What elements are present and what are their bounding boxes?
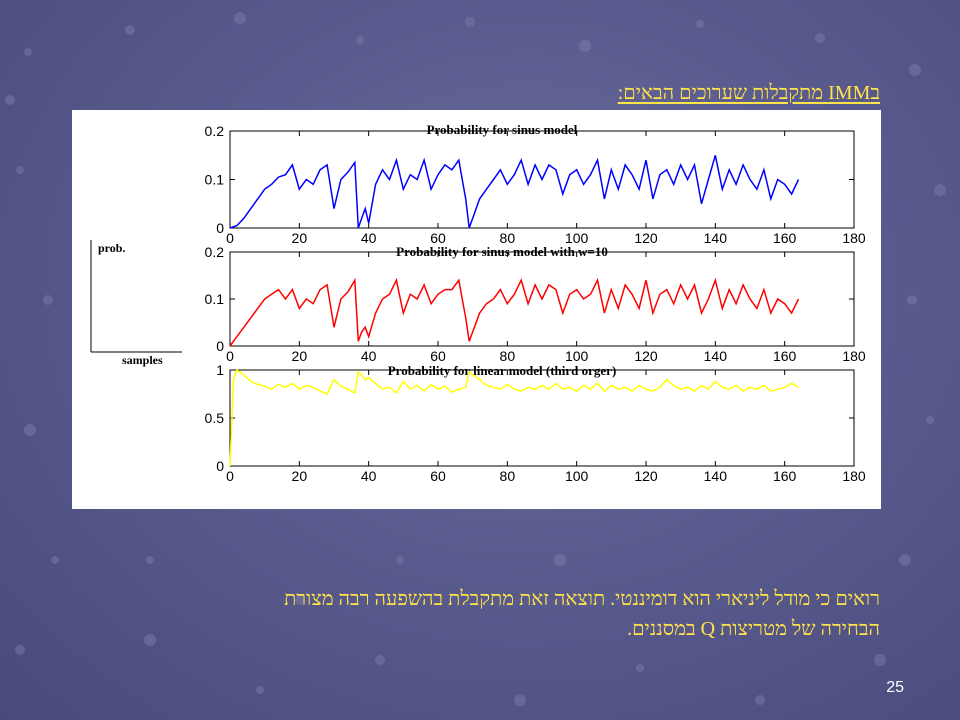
background-dot <box>696 20 704 28</box>
slide-title: בIMM מתקבלות שערוכים הבאים: <box>617 82 880 104</box>
slide-number: 25 <box>886 679 904 696</box>
y-tick-label: 0.1 <box>205 291 225 307</box>
y-tick-label: 0 <box>216 458 224 474</box>
x-tick-label: 60 <box>430 468 446 484</box>
series-line <box>229 155 800 229</box>
background-dot <box>815 33 825 43</box>
background-dot <box>514 694 526 706</box>
background-dot <box>256 686 264 694</box>
background-dot <box>579 40 591 52</box>
background-dot <box>51 556 59 564</box>
chart-1: Probability for sinus model 0 20 40 60 80 100 1… <box>205 122 866 246</box>
x-tick-label: 80 <box>500 348 516 364</box>
x-tick-label: 0 <box>226 468 234 484</box>
background-dot <box>909 64 921 76</box>
background-dot <box>24 424 36 436</box>
background-dot <box>926 416 934 424</box>
x-tick-label: 40 <box>361 348 377 364</box>
y-tick-label: 0.5 <box>205 410 225 426</box>
x-tick-label: 20 <box>292 468 308 484</box>
x-tick-label: 140 <box>704 348 728 364</box>
x-tick-label: 120 <box>634 348 658 364</box>
x-tick-label: 100 <box>565 348 589 364</box>
x-tick-label: 140 <box>704 468 728 484</box>
y-tick-label: 0.1 <box>205 172 225 188</box>
x-tick-label: 140 <box>704 230 728 246</box>
x-tick-label: 100 <box>565 230 589 246</box>
inset-ylabel: prob. <box>98 241 125 255</box>
background-dot <box>356 36 364 44</box>
plot-area <box>229 369 855 467</box>
x-tick-label: 160 <box>773 230 797 246</box>
x-tick-label: 180 <box>842 468 866 484</box>
x-tick-label: 160 <box>773 468 797 484</box>
y-tick-label: 0 <box>216 220 224 236</box>
x-tick-label: 120 <box>634 230 658 246</box>
background-dot <box>125 25 135 35</box>
background-dot <box>43 295 53 305</box>
chart-3: Probability for linear model (third orge… <box>205 362 866 484</box>
x-tick-label: 40 <box>361 468 377 484</box>
background-dot <box>5 95 15 105</box>
chart-figure: prob. samples Probability for sinus mode… <box>72 110 881 509</box>
y-tick-label: 0.2 <box>205 123 225 139</box>
x-tick-label: 60 <box>430 348 446 364</box>
series-line <box>229 277 800 347</box>
inset-axes: prob. samples <box>90 240 182 367</box>
background-dot <box>375 655 385 665</box>
background-dot <box>755 695 765 705</box>
background-dot <box>396 556 404 564</box>
chart-title: Probability for sinus model with w=10 <box>396 244 608 259</box>
y-tick-label: 0 <box>216 338 224 354</box>
x-tick-label: 0 <box>226 230 234 246</box>
x-tick-label: 120 <box>634 468 658 484</box>
background-dot <box>934 184 946 196</box>
background-dot <box>874 654 886 666</box>
chart-title: Probability for sinus model <box>427 122 578 137</box>
x-tick-label: 160 <box>773 348 797 364</box>
chart-2: Probability for sinus model with w=10 0 20… <box>205 244 866 364</box>
background-dot <box>146 556 154 564</box>
background-dot <box>15 645 25 655</box>
x-tick-label: 180 <box>842 348 866 364</box>
y-tick-label: 0.2 <box>205 244 225 260</box>
body-text: רואים כי מודל ליניארי הוא דומיננטי. תוצא… <box>160 584 880 644</box>
background-dot <box>234 12 246 24</box>
background-dot <box>907 295 917 305</box>
body-line-1: רואים כי מודל ליניארי הוא דומיננטי. תוצא… <box>284 588 880 610</box>
background-dot <box>554 554 566 566</box>
x-tick-label: 80 <box>500 468 516 484</box>
background-dot <box>295 595 305 605</box>
x-tick-label: 20 <box>292 230 308 246</box>
body-line-2: הבחירה של מטריצות Q במסננים. <box>627 618 880 640</box>
x-tick-label: 180 <box>842 230 866 246</box>
x-tick-label: 0 <box>226 348 234 364</box>
background-dot <box>465 17 475 27</box>
background-dot <box>144 634 156 646</box>
x-tick-label: 80 <box>500 230 516 246</box>
background-dot <box>636 664 644 672</box>
background-dot <box>899 554 911 566</box>
chart-title: Probability for linear model (third orge… <box>388 363 617 378</box>
chart-svg: prob. samples Probability for sinus mode… <box>90 122 866 484</box>
y-tick-label: 1 <box>216 362 224 378</box>
series-line <box>229 368 799 467</box>
background-dot <box>16 166 24 174</box>
inset-xlabel: samples <box>122 353 163 367</box>
background-dot <box>24 48 32 56</box>
x-tick-label: 40 <box>361 230 377 246</box>
x-tick-label: 20 <box>292 348 308 364</box>
x-tick-label: 100 <box>565 468 589 484</box>
x-tick-label: 60 <box>430 230 446 246</box>
